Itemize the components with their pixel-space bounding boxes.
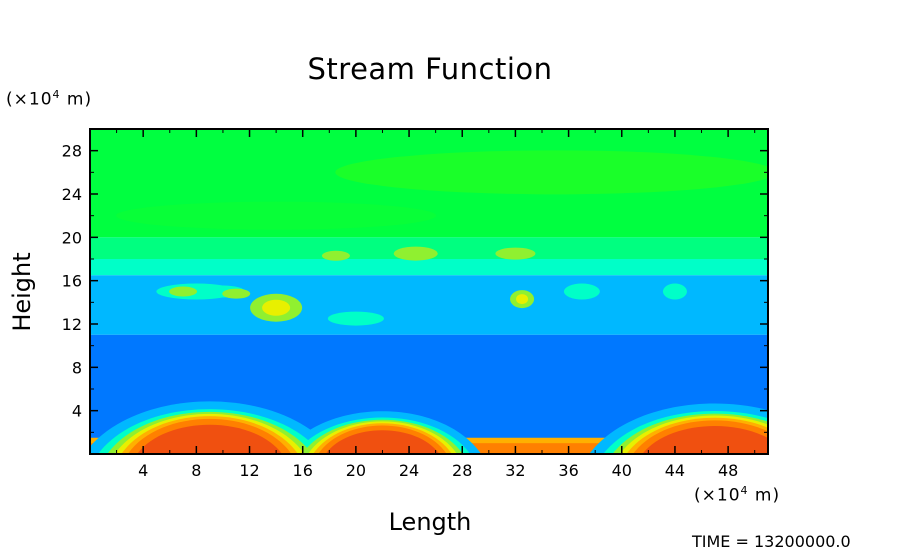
- lower-hump: [325, 430, 440, 454]
- mid-blob: [327, 311, 384, 326]
- mid-blob: [563, 283, 600, 300]
- x-tick-label: 16: [293, 461, 313, 480]
- y-tick-label: 12: [62, 315, 82, 334]
- plot-frame: [89, 128, 769, 455]
- x-tick-label: 20: [346, 461, 366, 480]
- mid-blob: [495, 247, 536, 260]
- x-tick-label: 24: [399, 461, 419, 480]
- x-axis-label: Length: [388, 508, 472, 536]
- mid-blob: [169, 286, 198, 297]
- timestamp: TIME = 13200000.0: [692, 532, 851, 551]
- x-tick-label: 4: [138, 461, 148, 480]
- mid-blob: [321, 250, 350, 261]
- lower-hump: [642, 425, 768, 454]
- y-tick-label: 8: [72, 358, 82, 377]
- y-tick-label: 28: [62, 142, 82, 161]
- patch-upper-2: [116, 201, 437, 230]
- mid-blob: [262, 299, 291, 316]
- mid-blob: [222, 288, 251, 299]
- x-tick-label: 48: [718, 461, 738, 480]
- x-tick-label: 40: [612, 461, 632, 480]
- patch-upper: [335, 150, 768, 195]
- x-tick-label: 36: [558, 461, 578, 480]
- x-tick-label: 32: [505, 461, 525, 480]
- x-tick-label: 44: [665, 461, 685, 480]
- lower-hump: [137, 424, 283, 454]
- chart-title: Stream Function: [307, 52, 553, 86]
- y-tick-label: 16: [62, 272, 82, 291]
- y-axis-unit: (×104 m): [6, 88, 93, 110]
- x-tick-label: 28: [452, 461, 472, 480]
- mid-blob: [662, 283, 687, 300]
- x-axis-unit: (×104 m): [694, 484, 781, 506]
- y-tick-label: 20: [62, 228, 82, 247]
- mid-blob: [393, 246, 438, 261]
- mid-blob: [516, 294, 529, 305]
- y-tick-label: 24: [62, 185, 82, 204]
- y-axis-label: Height: [8, 252, 36, 332]
- band-cyan: [90, 259, 768, 276]
- x-tick-label: 8: [191, 461, 201, 480]
- x-tick-label: 12: [239, 461, 259, 480]
- contour-field: [90, 129, 768, 454]
- y-tick-label: 4: [72, 402, 82, 421]
